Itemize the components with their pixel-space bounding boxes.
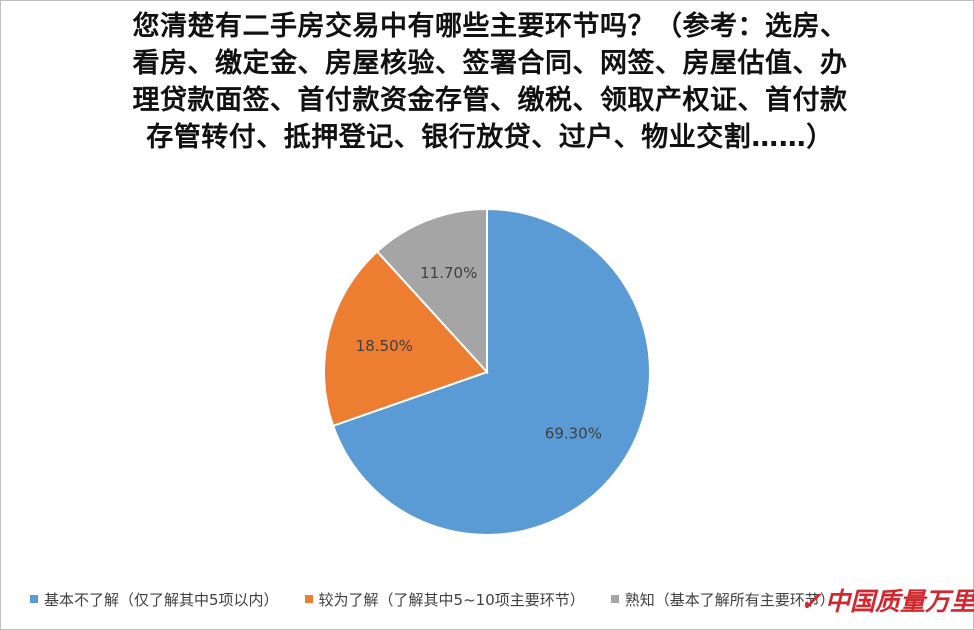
legend-label-fairly: 较为了解（了解其中5~10项主要环节） — [318, 590, 585, 609]
pie-slice-basic — [331, 207, 651, 536]
slice-label-fairly: 18.50% — [356, 337, 413, 355]
slice-label-familiar: 11.70% — [420, 264, 477, 282]
pie-slice-fairly — [323, 250, 489, 428]
slice-label-basic: 69.30% — [545, 424, 602, 442]
legend-item-fairly: 较为了解（了解其中5~10项主要环节） — [304, 589, 585, 610]
logo-check-icon: ✓ — [800, 587, 821, 616]
title-line-3: 理贷款面签、首付款资金存管、缴税、领取产权证、首付款 — [132, 85, 848, 116]
watermark-logo: ✓中国质量万里行 — [800, 582, 974, 618]
pie-slice-familiar — [375, 207, 488, 375]
title-line-4: 存管转付、抵押登记、银行放贷、过户、物业交割……） — [146, 122, 834, 153]
legend-item-familiar: 熟知（基本了解所有主要环节） — [610, 589, 835, 610]
legend-swatch-familiar — [610, 595, 619, 603]
legend-swatch-fairly — [304, 595, 313, 603]
title-line-2: 看房、缴定金、房屋核验、签署合同、网签、房屋估值、办 — [132, 48, 848, 79]
chart-title: 您清楚有二手房交易中有哪些主要环节吗？（参考：选房、 看房、缴定金、房屋核验、签… — [60, 8, 920, 156]
title-line-1: 您清楚有二手房交易中有哪些主要环节吗？（参考：选房、 — [132, 11, 848, 42]
legend-label-basic: 基本不了解（仅了解其中5项以内） — [44, 590, 279, 609]
legend-label-familiar: 熟知（基本了解所有主要环节） — [624, 590, 835, 609]
legend-item-basic: 基本不了解（仅了解其中5项以内） — [30, 589, 279, 610]
chart-legend: 基本不了解（仅了解其中5项以内） 较为了解（了解其中5~10项主要环节） 熟知（… — [30, 586, 835, 612]
legend-swatch-basic — [30, 595, 38, 603]
watermark-text: 中国质量万里行 — [824, 587, 974, 616]
